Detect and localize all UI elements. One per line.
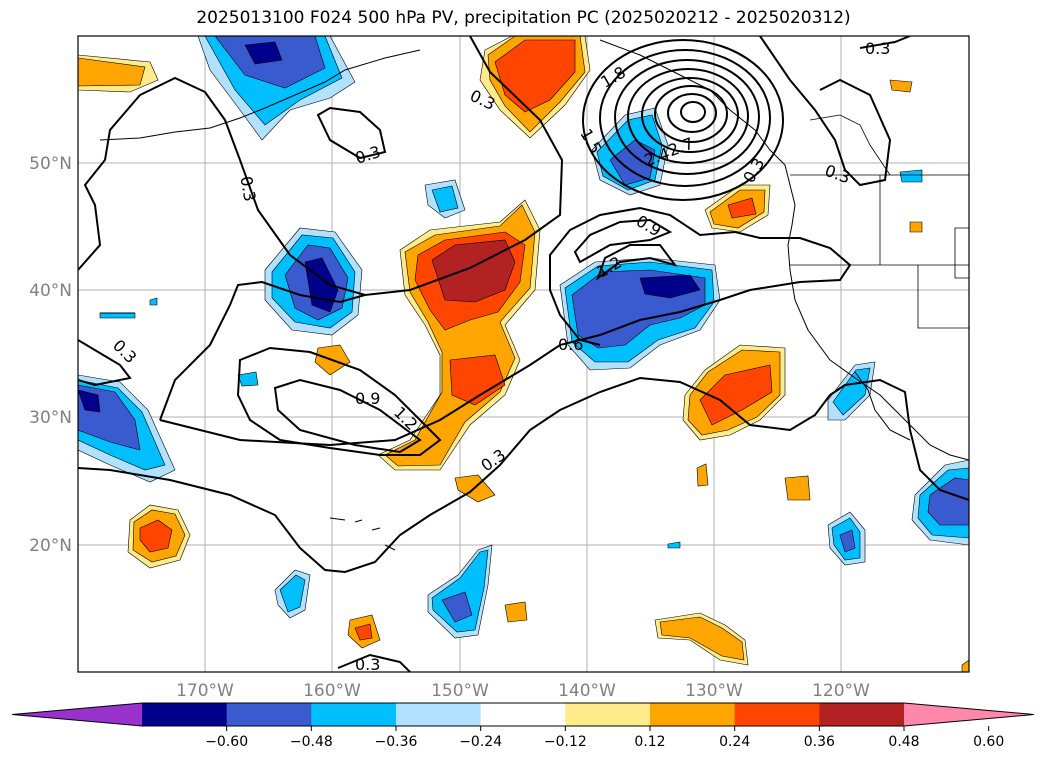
colorbar-extend-high — [904, 703, 1034, 726]
lon-label: 150°W — [431, 681, 489, 701]
colorbar-tick-label: 0.24 — [719, 734, 750, 750]
lat-label: 30°N — [29, 408, 72, 428]
colorbar-tick-label: 0.12 — [634, 734, 665, 750]
map-frame — [77, 35, 970, 673]
lat-label: 40°N — [29, 281, 72, 301]
colorbar-swatch — [480, 703, 566, 726]
map-title: 2025013100 F024 500 hPa PV, precipitatio… — [196, 8, 851, 28]
colorbar-outline — [11, 702, 1035, 727]
latitude-labels: 50°N 40°N 30°N 20°N — [29, 154, 72, 556]
map-background — [78, 36, 969, 672]
contour-label: 0.3 — [865, 39, 890, 58]
lat-label: 50°N — [29, 154, 72, 174]
contour-label: 0.9 — [355, 389, 380, 408]
colorbar-tick-label: 0.48 — [888, 734, 919, 750]
gridlines — [78, 36, 969, 672]
colorbar-tick-label: −0.12 — [544, 734, 587, 750]
colorbar-tick-label: −0.60 — [205, 734, 248, 750]
lon-label: 160°W — [303, 681, 361, 701]
precip-shading — [78, 36, 969, 672]
colorbar-swatch — [650, 703, 736, 726]
pv-contours — [78, 36, 969, 672]
colorbar-swatch — [311, 703, 397, 726]
colorbar-tick-label: 0.60 — [973, 734, 1004, 750]
lon-label: 120°W — [812, 681, 870, 701]
colorbar-tick-label: 0.36 — [804, 734, 835, 750]
colorbar-tick-label: −0.48 — [290, 734, 333, 750]
colorbar-swatch — [396, 703, 482, 726]
lon-label: 130°W — [685, 681, 743, 701]
longitude-labels: 170°W 160°W 150°W 140°W 130°W 120°W — [176, 681, 870, 701]
lat-label: 20°N — [29, 536, 72, 556]
colorbar-swatch — [734, 703, 820, 726]
contour-label: 0.3 — [236, 175, 259, 203]
colorbar-extend-low — [12, 703, 142, 726]
colorbar-tick-label: −0.36 — [375, 734, 418, 750]
colorbar-tick-label: −0.24 — [459, 734, 502, 750]
contour-label: 0.3 — [355, 655, 380, 674]
colorbar-swatch — [142, 703, 228, 726]
colorbar-swatch — [819, 703, 905, 726]
colorbar-swatch — [226, 703, 312, 726]
colorbar: −0.60 −0.48 −0.36 −0.24 −0.12 0.12 0.24 0.36 0.4… — [11, 702, 1035, 750]
lon-label: 140°W — [558, 681, 616, 701]
contour-label: 0.6 — [558, 335, 583, 354]
lon-label: 170°W — [176, 681, 234, 701]
colorbar-swatch — [565, 703, 651, 726]
